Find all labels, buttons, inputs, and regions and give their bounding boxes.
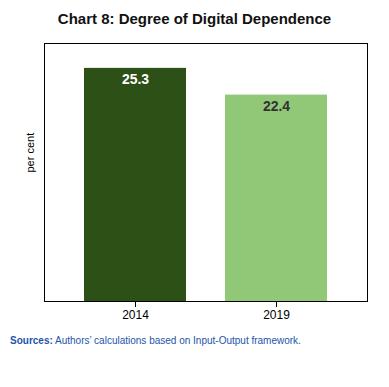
- html-text:Chart 8: Degree of Digital Dep: Chart 8: Degree of Digital Dependence: [57, 10, 332, 27]
- svg-text:2014: 2014: [122, 308, 149, 322]
- html-text:Sources: Authors’ calculations: Sources: Authors’ calculations based on …: [10, 335, 301, 346]
- svg-text:22.4: 22.4: [263, 98, 290, 114]
- svg-text:per cent: per cent: [24, 133, 36, 173]
- svg-text:25.3: 25.3: [122, 71, 149, 87]
- svg-text:2019: 2019: [263, 308, 290, 322]
